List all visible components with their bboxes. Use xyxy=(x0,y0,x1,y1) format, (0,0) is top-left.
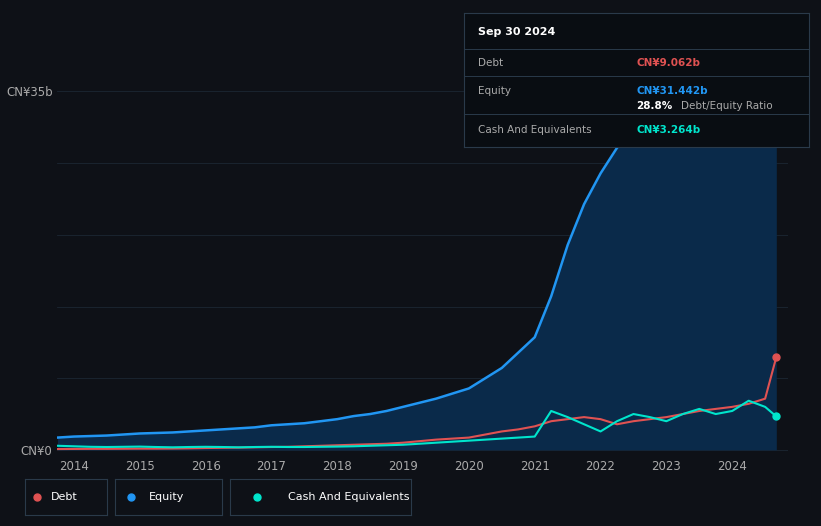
Text: CN¥9.062b: CN¥9.062b xyxy=(636,58,700,68)
Text: Equity: Equity xyxy=(478,86,511,96)
Text: CN¥31.442b: CN¥31.442b xyxy=(636,86,708,96)
Text: Cash And Equivalents: Cash And Equivalents xyxy=(287,492,409,502)
Text: Debt: Debt xyxy=(478,58,502,68)
Text: Sep 30 2024: Sep 30 2024 xyxy=(478,26,555,37)
Text: Debt/Equity Ratio: Debt/Equity Ratio xyxy=(681,100,773,110)
Text: Cash And Equivalents: Cash And Equivalents xyxy=(478,125,591,135)
Text: Debt: Debt xyxy=(51,492,78,502)
Text: Equity: Equity xyxy=(149,492,185,502)
Text: 28.8%: 28.8% xyxy=(636,100,672,110)
Text: CN¥3.264b: CN¥3.264b xyxy=(636,125,700,135)
